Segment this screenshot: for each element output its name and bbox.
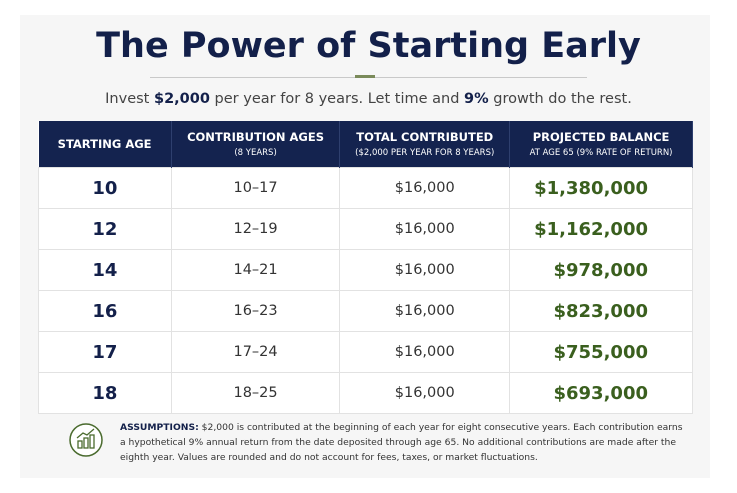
header-title: TOTAL CONTRIBUTED xyxy=(356,130,494,144)
table-cell: $16,000 xyxy=(339,167,511,209)
table-cell: $978,000 xyxy=(509,249,693,291)
table-cell: 12–19 xyxy=(170,208,341,250)
header-subtitle: (8 YEARS) xyxy=(234,148,277,158)
table-cell: 16 xyxy=(38,290,172,332)
footnote-body: $2,000 is contributed at the beginning o… xyxy=(120,422,683,463)
table-cell: $823,000 xyxy=(509,290,693,332)
subtitle: Invest $2,000 per year for 8 years. Let … xyxy=(0,91,737,107)
header-subtitle: ($2,000 PER YEAR FOR 8 YEARS) xyxy=(355,148,495,158)
table-cell: 16–23 xyxy=(170,290,341,332)
header-cell: STARTING AGE xyxy=(38,121,172,168)
table-row: 17 17–24 $16,000 $755,000 xyxy=(38,331,693,373)
table-cell: $755,000 xyxy=(509,331,693,373)
table: STARTING AGE CONTRIBUTION AGES (8 YEARS) TO… xyxy=(38,121,693,414)
table-cell: $16,000 xyxy=(339,331,511,373)
subtitle-highlight: 9% xyxy=(464,91,489,107)
table-row: 18 18–25 $16,000 $693,000 xyxy=(38,372,693,414)
divider-accent xyxy=(355,75,375,78)
growth-icon xyxy=(69,423,103,457)
table-cell: $1,380,000 xyxy=(509,167,693,209)
table-row: 16 16–23 $16,000 $823,000 xyxy=(38,290,693,332)
table-cell: $16,000 xyxy=(339,290,511,332)
header-title: CONTRIBUTION AGES xyxy=(187,130,325,144)
table-row: 14 14–21 $16,000 $978,000 xyxy=(38,249,693,291)
header-cell: CONTRIBUTION AGES (8 YEARS) xyxy=(171,121,341,168)
subtitle-text: per year for 8 years. Let time and xyxy=(209,91,465,107)
header-cell: PROJECTED BALANCE AT AGE 65 (9% RATE OF R… xyxy=(509,121,693,168)
table-cell: 17–24 xyxy=(170,331,341,373)
header-row: STARTING AGE CONTRIBUTION AGES (8 YEARS) TO… xyxy=(38,121,693,168)
footnote-text: ASSUMPTIONS: $2,000 is contributed at th… xyxy=(120,420,690,465)
header-cell: TOTAL CONTRIBUTED ($2,000 PER YEAR FOR 8 … xyxy=(339,121,511,168)
header-title: PROJECTED BALANCE xyxy=(532,130,670,144)
table-cell: $1,162,000 xyxy=(509,208,693,250)
table-cell: $16,000 xyxy=(339,208,511,250)
table-cell: 14 xyxy=(38,249,172,291)
table-cell: 14–21 xyxy=(170,249,341,291)
table-cell: 17 xyxy=(38,331,172,373)
table-cell: $16,000 xyxy=(339,249,511,291)
header-subtitle: AT AGE 65 (9% RATE OF RETURN) xyxy=(529,148,673,158)
table-cell: $16,000 xyxy=(339,372,511,414)
subtitle-text: Invest xyxy=(105,91,154,107)
footnote: ASSUMPTIONS: $2,000 is contributed at th… xyxy=(38,412,693,472)
subtitle-text: growth do the rest. xyxy=(488,91,632,107)
table-cell: 18 xyxy=(38,372,172,414)
table-cell: 10 xyxy=(38,167,172,209)
subtitle-highlight: $2,000 xyxy=(153,91,210,107)
table-row: 10 10–17 $16,000 $1,380,000 xyxy=(38,167,693,209)
table-cell: 12 xyxy=(38,208,172,250)
header-title: STARTING AGE xyxy=(57,137,152,151)
footnote-label: ASSUMPTIONS: xyxy=(120,422,199,433)
table-cell: $693,000 xyxy=(509,372,693,414)
table-cell: 18–25 xyxy=(170,372,341,414)
table-row: 12 12–19 $16,000 $1,162,000 xyxy=(38,208,693,250)
title: The Power of Starting Early xyxy=(96,26,641,66)
table-cell: 10–17 xyxy=(170,167,341,209)
